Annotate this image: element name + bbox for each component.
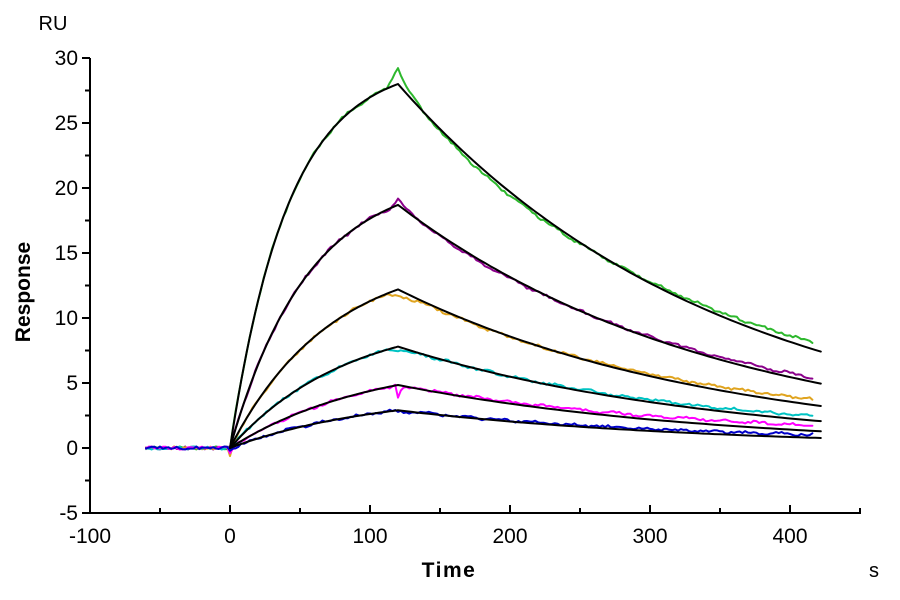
y-tick-label: -5 — [59, 502, 78, 525]
fit-curve-concentration-2 — [229, 203, 822, 449]
x-axis-title: Time — [422, 559, 477, 582]
fit-curve-concentration-6-lowest — [229, 409, 822, 449]
y-tick-label: 5 — [66, 372, 78, 395]
x-tick-label: 100 — [352, 525, 387, 548]
y-tick-label: 20 — [55, 177, 78, 200]
y-axis-title: Response — [12, 242, 35, 342]
y-axis-unit-label: RU — [39, 13, 68, 35]
y-tick-label: 0 — [66, 437, 78, 460]
x-tick-label: 0 — [224, 525, 236, 548]
x-tick-label: 300 — [632, 525, 667, 548]
fit-curve-concentration-3 — [229, 288, 822, 449]
y-tick-label: 15 — [55, 242, 78, 265]
x-tick-label: 200 — [492, 525, 527, 548]
x-axis-unit-label: s — [869, 560, 879, 582]
x-tick-label: -100 — [69, 525, 111, 548]
fit-curve-concentration-4 — [229, 345, 822, 449]
fit-curve-concentration-1-highest — [229, 83, 822, 449]
y-tick-label: 10 — [55, 307, 78, 330]
tick-labels-group: -5 0 5 10 15 20 25 30 -100 0 100 200 300 400 — [55, 47, 808, 548]
fit-curve-concentration-5 — [229, 384, 822, 449]
fit-curves-group — [229, 83, 822, 449]
y-tick-label: 30 — [55, 47, 78, 70]
x-tick-label: 400 — [772, 525, 807, 548]
y-tick-label: 25 — [55, 112, 78, 135]
axes-group — [82, 57, 861, 514]
